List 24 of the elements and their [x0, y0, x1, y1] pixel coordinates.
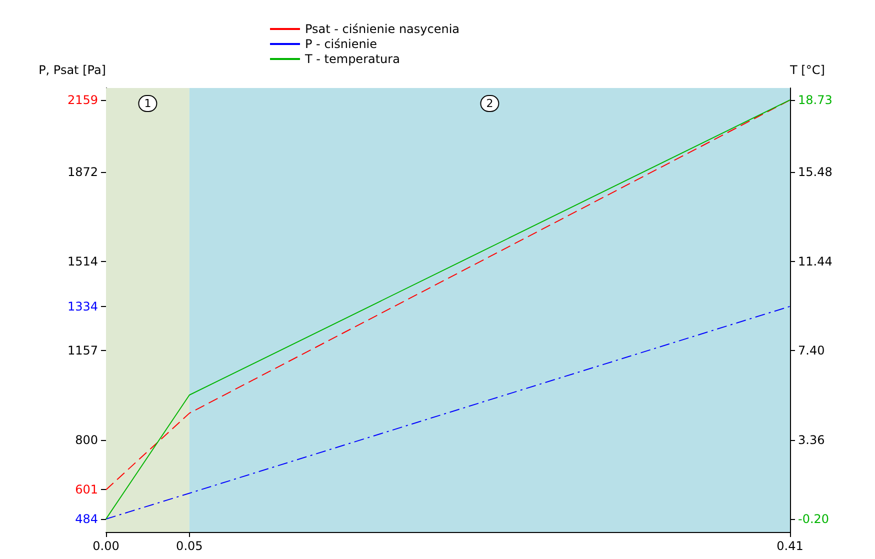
y2-tick-label: 15.48 — [798, 164, 832, 179]
y-tick-label: 1334 — [67, 299, 98, 314]
band-label: 2 — [486, 97, 494, 110]
y-tick-label: 1872 — [67, 164, 98, 179]
x-tick-label: 0.05 — [176, 539, 203, 553]
y-tick-label: 1514 — [67, 254, 98, 268]
y-tick-label: 2159 — [67, 93, 98, 108]
legend-label: P - ciśnienie — [305, 37, 378, 51]
y2-axis-title: T [°C] — [789, 63, 825, 77]
x-tick-label: 0.00 — [92, 539, 120, 553]
y-axis-title: P, Psat [Pa] — [38, 63, 106, 77]
band-label: 1 — [144, 97, 152, 110]
y2-tick-label: 3.36 — [798, 433, 825, 448]
y-tick-label: 800 — [75, 432, 98, 447]
y-tick-label: 1157 — [67, 344, 98, 358]
y2-tick-label: 7.40 — [798, 344, 825, 358]
y-tick-label: 601 — [75, 482, 98, 497]
legend-label: Psat - ciśnienie nasycenia — [305, 22, 460, 36]
y2-tick-label: 18.73 — [798, 92, 832, 107]
y2-tick-label: 11.44 — [798, 254, 832, 268]
y2-tick-label: -0.20 — [798, 512, 830, 526]
y-tick-label: 484 — [75, 512, 98, 526]
legend-label: T - temperatura — [304, 52, 400, 66]
x-tick-label: 0.41 — [776, 539, 804, 553]
